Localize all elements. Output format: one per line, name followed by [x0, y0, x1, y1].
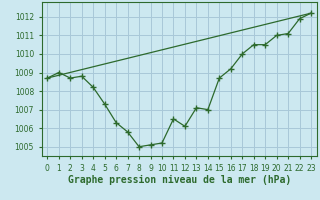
X-axis label: Graphe pression niveau de la mer (hPa): Graphe pression niveau de la mer (hPa) — [68, 175, 291, 185]
